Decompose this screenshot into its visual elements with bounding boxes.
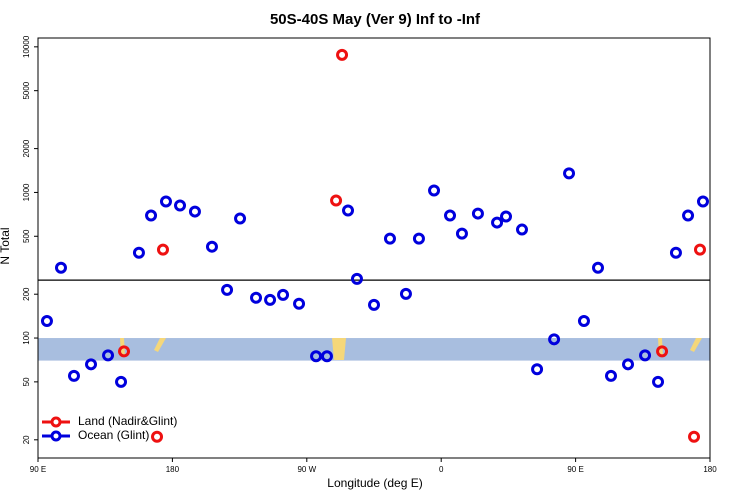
x-tick-label: 0	[439, 465, 444, 474]
data-point	[693, 243, 706, 256]
data-point	[250, 291, 263, 304]
data-point	[264, 293, 277, 306]
data-point	[444, 209, 457, 222]
data-point	[174, 199, 187, 212]
data-point	[151, 430, 164, 443]
data-point	[205, 240, 218, 253]
data-point	[604, 369, 617, 382]
data-point	[234, 212, 247, 225]
legend-marker	[50, 416, 62, 428]
data-point	[293, 297, 306, 310]
data-point	[383, 232, 396, 245]
data-point	[656, 345, 669, 358]
data-point	[577, 314, 590, 327]
data-point	[115, 375, 128, 388]
y-tick-label: 50	[22, 377, 31, 386]
data-point	[67, 369, 80, 382]
data-point	[85, 358, 98, 371]
y-tick-label: 2000	[22, 139, 31, 157]
data-point	[132, 246, 145, 259]
data-point	[500, 210, 513, 223]
data-point	[350, 272, 363, 285]
data-point	[548, 333, 561, 346]
data-point	[145, 209, 158, 222]
data-point	[563, 167, 576, 180]
data-point	[592, 261, 604, 274]
data-point	[652, 375, 665, 388]
data-point	[336, 48, 349, 61]
data-point	[156, 243, 169, 256]
data-point	[221, 283, 234, 296]
data-point	[342, 204, 355, 217]
chart-title: 50S-40S May (Ver 9) Inf to -Inf	[270, 11, 481, 28]
data-point	[102, 349, 115, 362]
legend-label: Land (Nadir&Glint)	[78, 414, 177, 428]
data-point	[159, 195, 172, 208]
data-point	[455, 227, 468, 240]
legend-label: Ocean (Glint)	[78, 428, 149, 442]
data-point	[399, 287, 412, 300]
ocean-band	[38, 338, 710, 361]
x-tick-label: 180	[703, 465, 717, 474]
y-tick-label: 200	[22, 287, 31, 301]
plot-frame	[37, 37, 711, 459]
land-patch	[154, 338, 166, 352]
x-tick-label: 90 E	[30, 465, 46, 474]
data-point	[54, 261, 67, 274]
data-point	[471, 207, 484, 220]
legend-marker	[50, 430, 62, 442]
data-point	[531, 363, 544, 376]
y-tick-label: 100	[22, 331, 31, 345]
data-point	[515, 223, 528, 236]
x-axis-label: Longitude (deg E)	[327, 476, 422, 490]
x-tick-label: 90 E	[567, 465, 583, 474]
y-tick-label: 1000	[22, 183, 31, 201]
data-point	[669, 246, 682, 259]
y-axis-label: N Total	[0, 227, 12, 264]
data-point	[277, 288, 290, 301]
data-point	[682, 209, 695, 222]
data-point	[639, 349, 652, 362]
y-tick-label: 500	[22, 229, 31, 243]
x-tick-label: 90 W	[297, 465, 316, 474]
y-tick-label: 20	[22, 435, 31, 444]
data-point	[330, 194, 343, 207]
data-point	[320, 350, 333, 363]
data-point	[188, 205, 201, 218]
data-point	[118, 345, 131, 358]
data-point	[310, 350, 323, 363]
data-point	[428, 184, 441, 197]
data-point	[40, 314, 53, 327]
data-point	[368, 298, 380, 311]
data-point	[412, 232, 425, 245]
y-tick-label: 10000	[22, 35, 31, 58]
data-point	[688, 430, 701, 443]
data-point	[491, 216, 504, 229]
y-tick-label: 5000	[22, 81, 31, 99]
data-point	[696, 195, 709, 208]
land-patch	[332, 338, 346, 360]
data-point	[622, 358, 635, 371]
land-patch	[690, 338, 702, 352]
x-tick-label: 180	[166, 465, 180, 474]
